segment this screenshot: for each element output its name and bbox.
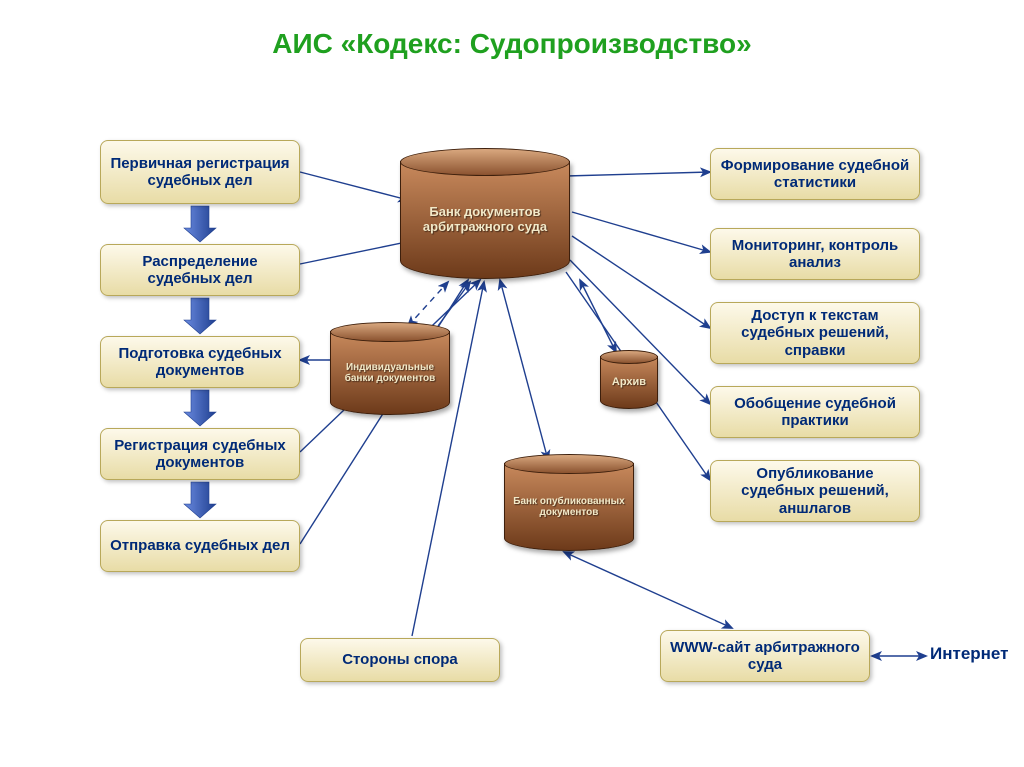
box-bb1: Стороны спора (300, 638, 500, 682)
box-r4: Обобщение судебной практики (710, 386, 920, 438)
diagram-canvas: АИС «Кодекс: Судопроизводство» Интернет … (0, 0, 1024, 767)
cylinder-c_main: Банк документов арбитражного суда (400, 148, 570, 278)
box-r3: Доступ к текстам судебных решений, справ… (710, 302, 920, 364)
box-b5: Отправка судебных дел (100, 520, 300, 572)
box-b4: Регистрация судебных документов (100, 428, 300, 480)
box-r5: Опубликование судебных решений, аншлагов (710, 460, 920, 522)
diagram-title: АИС «Кодекс: Судопроизводство» (0, 28, 1024, 60)
box-r2: Мониторинг, контроль анализ (710, 228, 920, 280)
internet-label: Интернет (930, 644, 1008, 664)
cylinder-c_pub: Банк опубликованных документов (504, 454, 634, 550)
cylinder-c_arch: Архив (600, 350, 658, 408)
box-b2: Распределение судебных дел (100, 244, 300, 296)
box-b1: Первичная регистрация судебных дел (100, 140, 300, 204)
box-r1: Формирование судебной статистики (710, 148, 920, 200)
box-b3: Подготовка судебных документов (100, 336, 300, 388)
box-bb2: WWW-сайт арбитражного суда (660, 630, 870, 682)
cylinder-c_ind: Индивидуальные банки документов (330, 322, 450, 414)
